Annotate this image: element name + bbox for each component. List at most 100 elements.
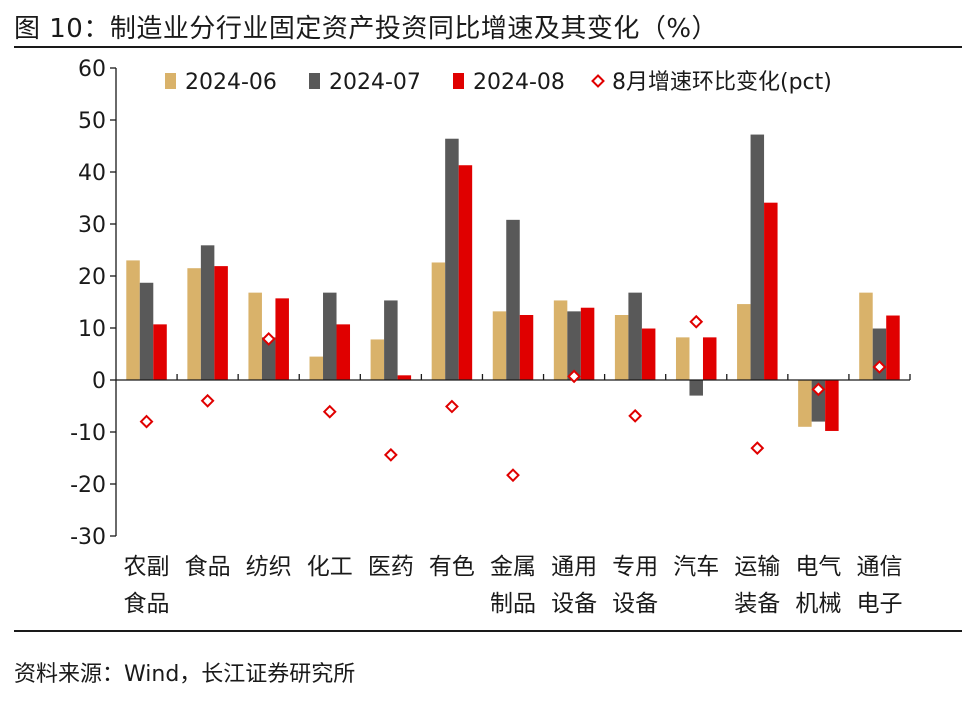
change-marker xyxy=(261,332,276,346)
bar xyxy=(445,138,459,380)
change-marker xyxy=(445,399,459,414)
legend-swatch xyxy=(453,73,464,89)
bar xyxy=(689,380,703,396)
category-label: 机械 xyxy=(795,591,841,617)
legend-label: 2024-07 xyxy=(329,70,421,95)
y-tick-label: -10 xyxy=(70,421,106,446)
bar xyxy=(702,337,717,380)
change-markers xyxy=(139,314,887,483)
title-rule xyxy=(14,46,962,48)
bar xyxy=(764,202,778,380)
bar xyxy=(248,292,262,380)
bar xyxy=(628,292,642,380)
bar xyxy=(614,315,629,380)
change-marker xyxy=(200,393,215,408)
x-axis xyxy=(116,374,911,381)
legend-marker xyxy=(591,74,605,88)
figure-title: 图 10：制造业分行业固定资产投资同比增速及其变化（%） xyxy=(14,14,719,44)
category-label: 装备 xyxy=(734,591,780,617)
bar xyxy=(261,337,276,380)
bar xyxy=(750,134,765,380)
legend-label: 2024-08 xyxy=(473,70,565,95)
legend-label: 8月增速环比变化(pct) xyxy=(612,70,832,95)
source-rule xyxy=(14,630,962,632)
category-label: 食品 xyxy=(185,554,231,580)
bar xyxy=(323,292,337,380)
category-label: 设备 xyxy=(612,591,658,617)
y-tick-label: 60 xyxy=(78,57,106,82)
category-label: 电气 xyxy=(795,554,841,580)
bar xyxy=(336,324,351,380)
change-marker xyxy=(139,414,154,429)
y-tick-label: 40 xyxy=(78,161,106,186)
bar xyxy=(798,380,812,427)
bar xyxy=(567,311,581,380)
change-marker xyxy=(689,314,704,329)
category-label: 化工 xyxy=(307,554,353,580)
category-label: 设备 xyxy=(551,591,597,617)
category-label: 专用 xyxy=(612,554,658,580)
source-note: 资料来源：Wind，长江证券研究所 xyxy=(14,662,356,687)
legend-swatch xyxy=(165,73,176,89)
category-label: 医药 xyxy=(368,554,414,580)
bar xyxy=(825,380,839,431)
category-label: 通用 xyxy=(551,554,597,580)
change-marker xyxy=(383,447,398,462)
bar xyxy=(506,219,520,380)
category-label: 汽车 xyxy=(673,554,719,580)
change-marker xyxy=(872,360,887,374)
change-marker xyxy=(811,382,826,397)
bar xyxy=(200,245,215,380)
category-label: 通信 xyxy=(856,554,902,580)
category-label: 食品 xyxy=(124,591,170,617)
y-tick-label: 0 xyxy=(92,369,106,394)
bar xyxy=(370,339,385,380)
y-axis: 60 50 40 30 20 10 0 -10 -20 -30 xyxy=(70,57,117,550)
category-label: 运输 xyxy=(734,554,780,580)
y-tick-label: 30 xyxy=(78,213,106,238)
bar xyxy=(214,266,228,380)
bar xyxy=(675,337,690,380)
bar xyxy=(641,328,656,380)
legend-swatch xyxy=(309,73,320,89)
category-label: 农副 xyxy=(124,554,170,580)
legend: 2024-06 2024-07 2024-08 8月增速环比变化(pct) xyxy=(165,70,832,95)
bar xyxy=(309,356,324,380)
bar xyxy=(553,300,568,380)
bar xyxy=(431,262,446,380)
legend-label: 2024-06 xyxy=(185,70,277,95)
change-marker xyxy=(322,404,337,419)
bars xyxy=(126,134,900,431)
category-label: 纺织 xyxy=(246,554,292,580)
category-label: 有色 xyxy=(429,554,475,580)
change-marker xyxy=(628,408,643,423)
change-marker xyxy=(750,441,765,456)
bar xyxy=(859,292,873,380)
bar xyxy=(275,298,289,380)
category-label: 制品 xyxy=(490,591,536,617)
bar xyxy=(153,324,167,380)
bar xyxy=(737,304,751,380)
y-tick-label: -30 xyxy=(70,525,106,550)
bar xyxy=(126,260,140,380)
bar xyxy=(886,315,900,380)
bar xyxy=(458,165,473,380)
change-marker xyxy=(506,468,520,483)
y-tick-label: 10 xyxy=(78,317,106,342)
bar xyxy=(580,307,595,380)
bar xyxy=(519,315,534,380)
category-label: 电子 xyxy=(856,591,902,617)
bar xyxy=(397,375,412,380)
y-tick-label: -20 xyxy=(70,473,106,498)
y-tick-label: 50 xyxy=(78,109,106,134)
bar xyxy=(139,282,154,380)
y-tick-label: 20 xyxy=(78,265,106,290)
change-marker xyxy=(567,369,581,384)
bar xyxy=(187,268,201,380)
category-label: 金属 xyxy=(490,554,536,580)
bar xyxy=(384,300,398,380)
bar xyxy=(492,311,507,380)
